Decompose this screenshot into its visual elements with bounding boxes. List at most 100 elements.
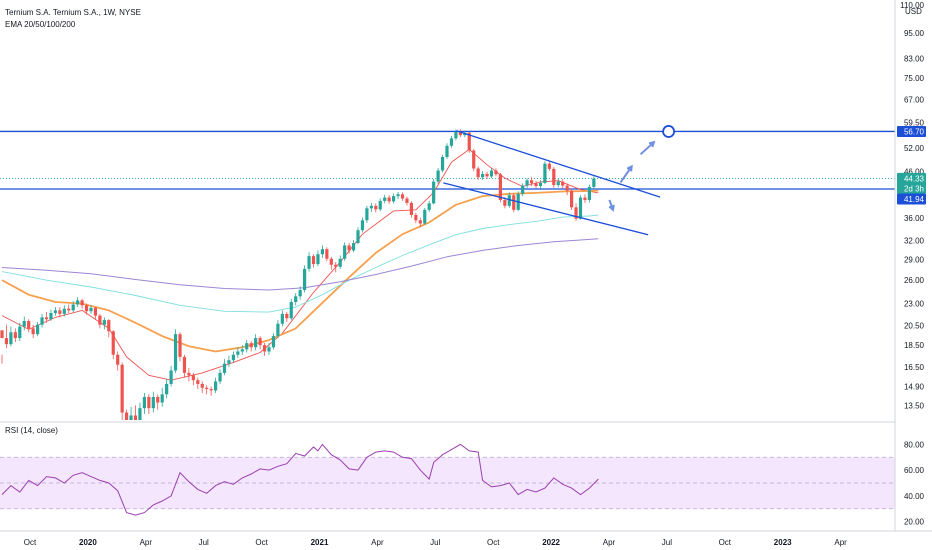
price-tick-label: 36.00 [904,214,925,223]
channel-lower-line[interactable] [443,182,649,236]
candle-body [418,220,422,224]
candle [436,168,440,184]
candle-body [325,249,329,259]
candle-body [262,345,267,352]
candle [320,245,324,259]
candle-body [578,197,583,219]
candle [592,176,596,190]
price-tick-label: 46.00 [904,167,925,176]
time-axis-label: 2020 [79,538,97,547]
candle-body [280,313,284,324]
candle-body [165,383,169,395]
candle-body [276,323,280,337]
candle-body [49,312,53,320]
channel-upper-line[interactable] [456,130,661,198]
candle [378,198,382,212]
candle [89,305,93,314]
candle [587,184,591,203]
candle [9,326,13,347]
candle-body [285,313,289,319]
price-axis: 110.00 95.00 83.00 75.00 67.00 59.50 52.00 46.0… [900,1,924,410]
rsi-tick-label: 80.00 [904,440,925,449]
candle [169,365,173,387]
candle [80,298,84,309]
candle-body [80,300,84,306]
candle [387,195,391,204]
candle [570,188,574,210]
candle [254,334,258,351]
candle [316,250,320,267]
candle-body [120,364,124,413]
price-tick-label: 16.50 [904,363,925,372]
candle [374,203,378,213]
price-tick-label: 13.50 [904,401,925,410]
down-arrow[interactable] [608,199,615,212]
candle [160,387,164,407]
candle [111,330,115,360]
candle [396,191,400,199]
candle-body [209,389,213,391]
candle-body [44,317,49,320]
price-badge-label: 44.33 [904,174,925,183]
candle-body [467,132,471,151]
candle-body [205,387,209,390]
candle [547,161,551,171]
symbol-title: Ternium S.A. Ternium S.A., 1W, NYSE [5,8,141,17]
time-axis-label: Jul [430,538,440,547]
indicator-legend: EMA 20/50/100/200 [5,20,76,29]
candle-body [62,308,66,314]
candle-body [156,397,160,403]
candle-body [13,332,17,339]
candle [84,303,89,315]
candle-body [440,156,445,171]
candle [325,247,329,262]
price-tick-label: 29.00 [904,255,925,264]
candle-body [178,334,182,357]
candle-body [218,372,222,382]
candle [565,183,569,196]
candle-body [22,321,26,327]
price-tick-label: 95.00 [904,29,925,38]
candle-body [76,300,80,305]
candle-body [356,230,360,244]
candle [102,317,106,330]
horizontal-levels[interactable] [0,130,895,190]
time-axis-label: Jul [662,538,672,547]
candle-body [392,196,396,202]
candle [307,252,311,272]
candle [556,178,560,188]
candle [258,336,262,350]
candle-body [489,170,494,177]
price-badge-label: 56.70 [904,127,925,136]
forecast-arrows[interactable] [608,125,676,212]
price-badge: 41.94 [897,193,926,205]
time-axis-label: Apr [371,538,384,547]
candle [227,355,231,368]
candle-body [507,195,511,206]
up-arrow-2[interactable] [639,140,656,156]
candle [98,313,102,329]
candle [360,217,365,233]
candle-body [125,412,129,420]
price-tick-label: 59.50 [904,118,925,127]
candle [343,242,347,261]
currency-label[interactable]: USD [905,7,922,16]
candle-body [196,380,200,384]
trend-channel[interactable] [443,130,661,236]
candle-body [436,170,440,182]
candle [298,286,302,300]
candle [489,168,494,179]
candle [245,340,249,353]
up-arrow-1[interactable] [619,164,633,184]
candle [418,217,422,228]
target-circle[interactable] [662,125,676,138]
price-badge-box [897,125,926,137]
candle-body [485,173,489,177]
candle-body [67,308,71,311]
price-tick-label: 83.00 [904,55,925,64]
candle-body [200,383,204,388]
candle-body [307,256,311,269]
candle-body [133,415,138,420]
